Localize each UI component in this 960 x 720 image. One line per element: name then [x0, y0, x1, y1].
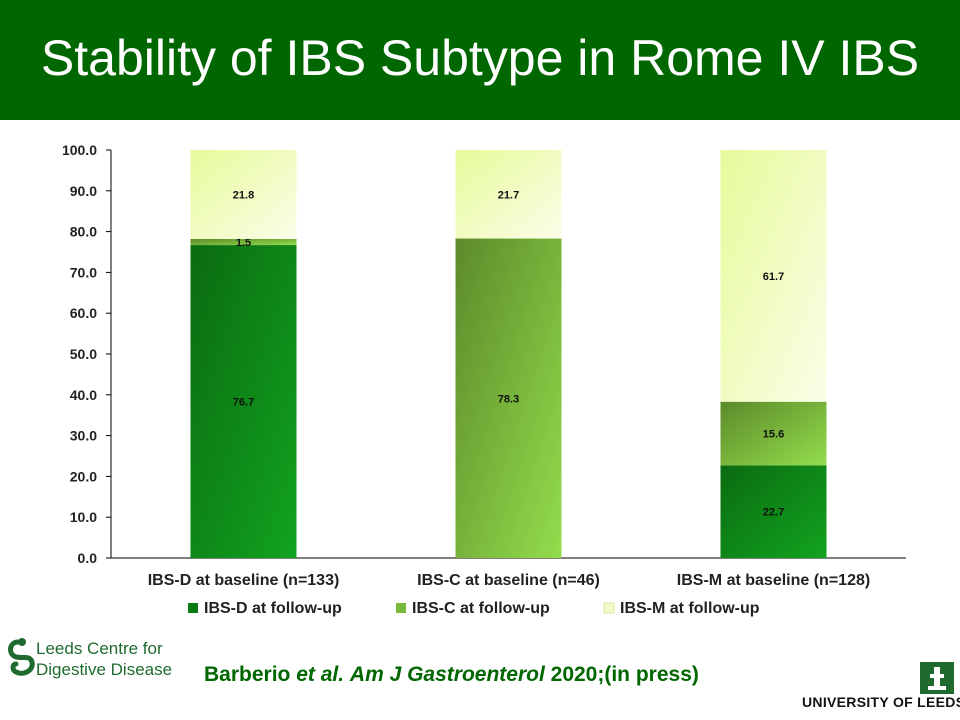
logo-line-2: Digestive Disease	[36, 660, 173, 679]
y-tick-label: 0.0	[78, 550, 98, 566]
y-tick-label: 10.0	[70, 509, 97, 525]
y-tick-label: 80.0	[70, 224, 97, 240]
x-category-label: IBS-C at baseline (n=46)	[417, 572, 600, 589]
chart-axes: 0.0 10.0 20.0 30.0 40.0 50.0 60.0 70.0 80.0 90.0 1…	[62, 142, 906, 589]
bar-segment	[720, 150, 827, 402]
legend-label: IBS-C at follow-up	[412, 600, 550, 617]
logo-line-1: Leeds Centre for	[36, 639, 163, 658]
data-label: 21.8	[233, 189, 254, 201]
data-label: 61.7	[763, 271, 784, 283]
y-tick-label: 50.0	[70, 346, 97, 362]
gut-logo-icon	[8, 638, 35, 676]
y-tick-label: 60.0	[70, 305, 97, 321]
y-tick-label: 30.0	[70, 428, 97, 444]
bar-segment	[720, 401, 827, 466]
bar-segment	[455, 238, 562, 558]
stacked-bar-chart: 0.0 10.0 20.0 30.0 40.0 50.0 60.0 70.0 80.0 90.0 1…	[62, 142, 906, 617]
data-label: 76.7	[233, 397, 254, 409]
legend-swatch	[396, 603, 406, 613]
data-label: 21.7	[498, 189, 519, 201]
bar-segment	[190, 238, 297, 246]
data-label: 1.5	[236, 237, 251, 249]
citation-etal: et al.	[296, 663, 345, 686]
bar-segment	[190, 245, 297, 558]
university-crest-icon	[920, 662, 954, 694]
data-label: 15.6	[763, 429, 784, 441]
y-tick-label: 20.0	[70, 468, 97, 484]
citation-journal: Am J Gastroenterol	[349, 663, 545, 686]
university-logo: UNIVERSITY OF LEEDS	[800, 660, 960, 716]
legend-label: IBS-M at follow-up	[620, 600, 760, 617]
y-tick-label: 40.0	[70, 387, 97, 403]
x-category-label: IBS-D at baseline (n=133)	[148, 572, 340, 589]
y-tick-label: 90.0	[70, 183, 97, 199]
university-logo-text: UNIVERSITY OF LEEDS	[802, 694, 960, 710]
y-tick-label: 70.0	[70, 264, 97, 280]
legend-label: IBS-D at follow-up	[204, 600, 342, 617]
citation-year: 2020;(in press)	[550, 663, 699, 686]
slide-title: Stability of IBS Subtype in Rome IV IBS	[40, 30, 920, 86]
citation: Barberio et al. Am J Gastroenterol 2020;…	[204, 662, 804, 688]
bar-segment	[190, 150, 297, 239]
data-label: 22.7	[763, 507, 784, 519]
chart-bars: 76.7 1.5 21.8 78.3 21.7 22.7 15.6 61.7	[190, 150, 827, 558]
chart-legend: IBS-D at follow-up IBS-C at follow-up IBS-…	[188, 600, 760, 617]
y-tick-label: 100.0	[62, 142, 97, 158]
legend-swatch	[603, 602, 615, 614]
bar-segment	[720, 465, 827, 558]
legend-swatch	[188, 603, 198, 613]
data-label: 78.3	[498, 393, 519, 405]
leeds-centre-logo-text: Leeds Centre for Digestive Disease	[36, 638, 172, 680]
bar-segment	[455, 150, 562, 239]
citation-authors: Barberio	[204, 663, 291, 686]
title-bar: Stability of IBS Subtype in Rome IV IBS	[0, 0, 960, 120]
leeds-centre-logo: Leeds Centre for Digestive Disease	[6, 634, 196, 710]
x-category-label: IBS-M at baseline (n=128)	[677, 572, 870, 589]
